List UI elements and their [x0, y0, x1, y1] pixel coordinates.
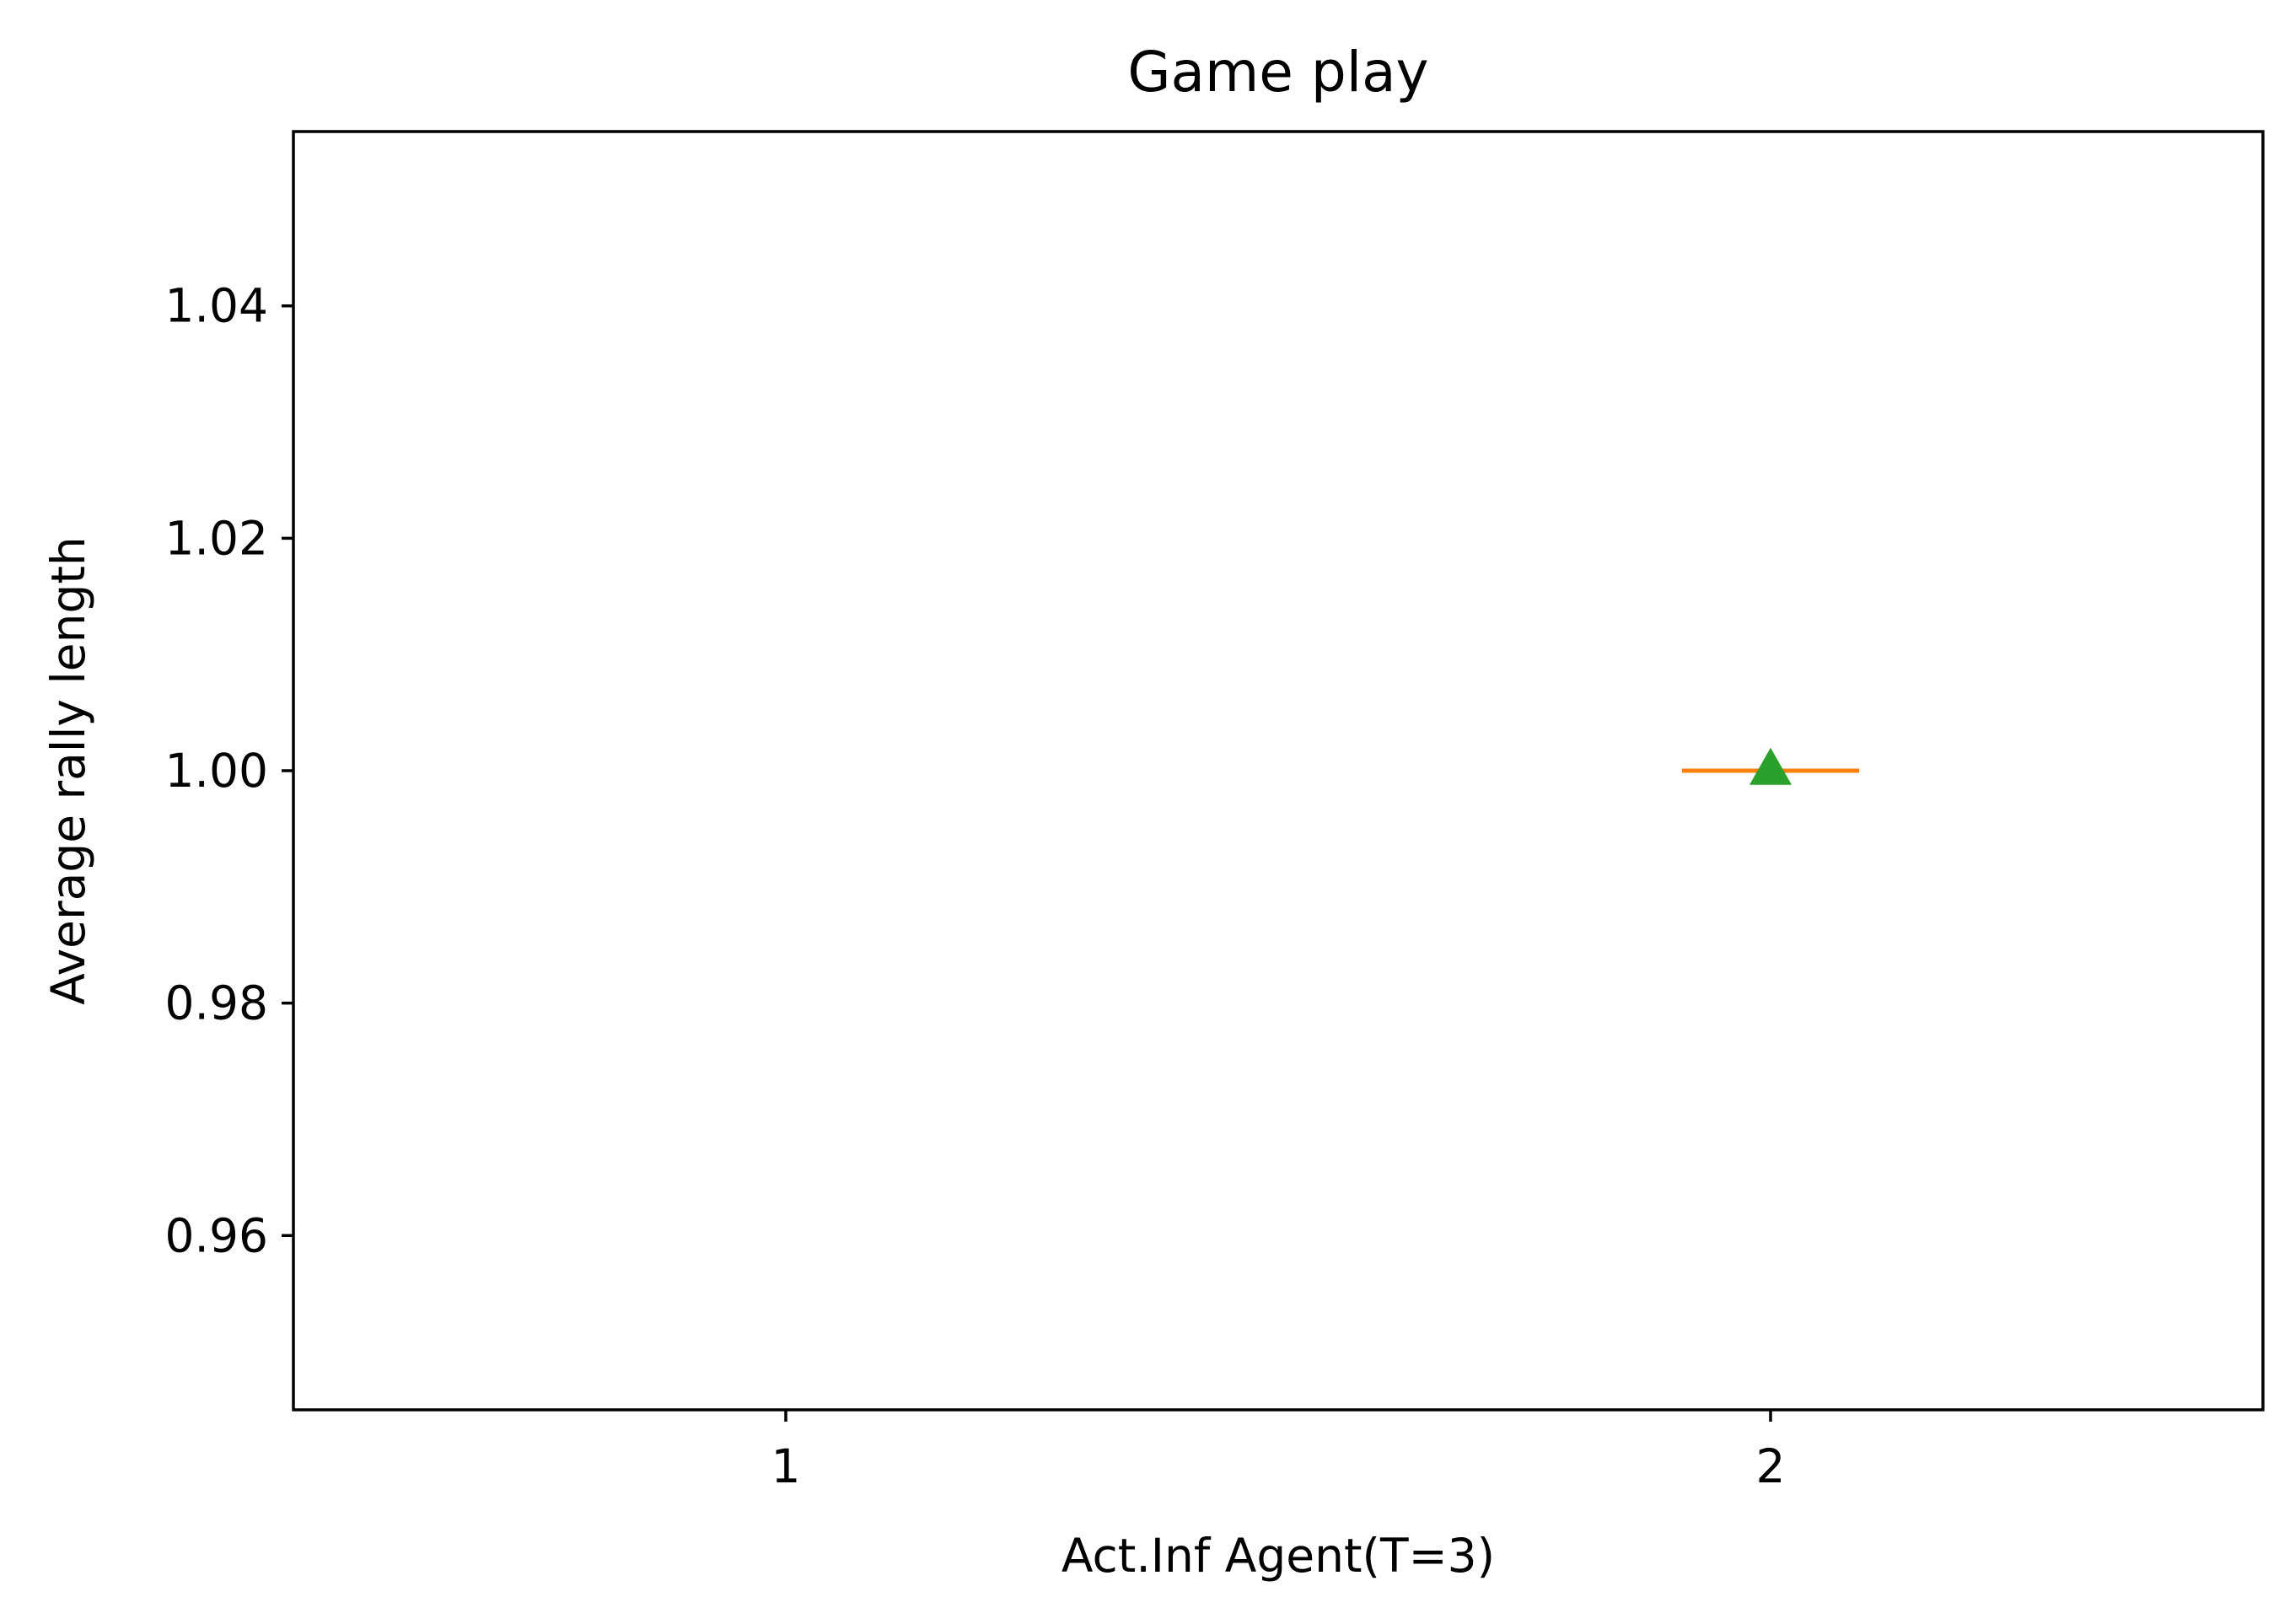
mean-marker [1749, 747, 1792, 785]
x-tick-label: 1 [771, 1439, 801, 1493]
axes-layer: 0.96 0.98 1.00 1.02 1.04 1 2 [165, 130, 2265, 1493]
y-tick-label: 0.98 [165, 976, 268, 1030]
plot-layer [1681, 747, 1860, 785]
y-tick-label: 1.00 [165, 744, 268, 798]
y-tick-label: 1.04 [165, 279, 268, 333]
x-axis-label: Act.Inf Agent(T=3) [1062, 1529, 1495, 1583]
axes-frame [292, 130, 2265, 1412]
x-tick-label: 2 [1756, 1439, 1786, 1493]
y-tick-label: 0.96 [165, 1208, 268, 1262]
chart-title: Game play [1127, 40, 1428, 105]
y-axis-label: Average rally length [41, 536, 95, 1005]
y-tick-label: 1.02 [165, 511, 268, 565]
